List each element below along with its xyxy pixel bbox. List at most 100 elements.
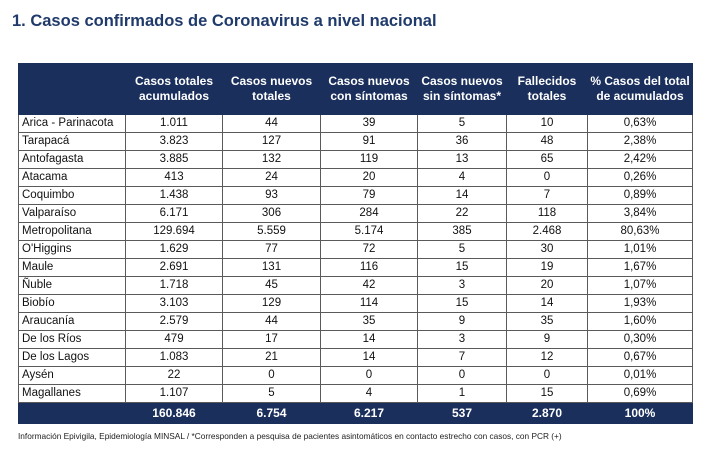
region-name-cell: Araucanía <box>18 312 126 331</box>
table-cell: 44 <box>222 312 321 331</box>
table-cell: 1.438 <box>125 186 223 205</box>
table-cell: 14 <box>417 186 507 205</box>
region-name-cell: O'Higgins <box>18 240 126 259</box>
cases-table: Casos totales acumulados Casos nuevos to… <box>18 63 693 424</box>
table-row: Araucanía 2.579 44 35 9 35 1,60% <box>18 312 693 331</box>
column-header-deaths: Fallecidos totales <box>506 63 588 115</box>
totals-cell: 6.754 <box>222 402 321 424</box>
table-cell: 91 <box>320 132 418 151</box>
region-name-cell: Arica - Parinacota <box>18 114 126 133</box>
table-cell: 2.468 <box>506 222 588 241</box>
table-cell: 0 <box>320 366 418 385</box>
column-header-total-accumulated: Casos totales acumulados <box>125 63 223 115</box>
region-name-cell: Aysén <box>18 366 126 385</box>
table-cell: 5 <box>417 114 507 133</box>
table-cell: 65 <box>506 150 588 169</box>
table-cell: 4 <box>417 168 507 187</box>
region-name-cell: De los Ríos <box>18 330 126 349</box>
table-row: O'Higgins 1.629 77 72 5 30 1,01% <box>18 240 693 259</box>
page-title: 1. Casos confirmados de Coronavirus a ni… <box>12 12 437 30</box>
table-cell: 20 <box>320 168 418 187</box>
totals-cell: 6.217 <box>320 402 418 424</box>
table-cell: 114 <box>320 294 418 313</box>
table-cell: 24 <box>222 168 321 187</box>
region-name-cell: Magallanes <box>18 384 126 403</box>
table-cell: 3.823 <box>125 132 223 151</box>
table-cell: 1.011 <box>125 114 223 133</box>
column-header-new-asymptomatic: Casos nuevos sin síntomas* <box>417 63 507 115</box>
table-cell: 2,38% <box>587 132 693 151</box>
table-cell: 3.103 <box>125 294 223 313</box>
table-cell: 39 <box>320 114 418 133</box>
table-cell: 413 <box>125 168 223 187</box>
table-cell: 9 <box>417 312 507 331</box>
table-cell: 1.083 <box>125 348 223 367</box>
table-cell: 15 <box>417 294 507 313</box>
table-cell: 0 <box>417 366 507 385</box>
totals-cell: 537 <box>417 402 507 424</box>
table-cell: 22 <box>125 366 223 385</box>
table-cell: 131 <box>222 258 321 277</box>
table-row: Magallanes 1.107 5 4 1 15 0,69% <box>18 384 693 403</box>
source-footnote: Información Epivigila, Epidemiología MIN… <box>18 431 562 441</box>
table-cell: 77 <box>222 240 321 259</box>
table-cell: 129 <box>222 294 321 313</box>
table-cell: 0,63% <box>587 114 693 133</box>
table-row: Arica - Parinacota 1.011 44 39 5 10 0,63% <box>18 114 693 133</box>
table-row: Maule 2.691 131 116 15 19 1,67% <box>18 258 693 277</box>
table-cell: 21 <box>222 348 321 367</box>
table-row: Ñuble 1.718 45 42 3 20 1,07% <box>18 276 693 295</box>
column-header-percent-of-total: % Casos del total de acumulados <box>587 63 693 115</box>
table-cell: 2.691 <box>125 258 223 277</box>
region-name-cell: Metropolitana <box>18 222 126 241</box>
region-name-cell: Coquimbo <box>18 186 126 205</box>
table-cell: 5.559 <box>222 222 321 241</box>
table-cell: 5.174 <box>320 222 418 241</box>
table-cell: 1.718 <box>125 276 223 295</box>
table-cell: 0 <box>222 366 321 385</box>
region-name-cell: Maule <box>18 258 126 277</box>
table-cell: 6.171 <box>125 204 223 223</box>
table-cell: 72 <box>320 240 418 259</box>
region-name-cell: De los Lagos <box>18 348 126 367</box>
table-cell: 0 <box>506 366 588 385</box>
table-cell: 17 <box>222 330 321 349</box>
table-cell: 9 <box>506 330 588 349</box>
table-cell: 80,63% <box>587 222 693 241</box>
cases-table-container: Casos totales acumulados Casos nuevos to… <box>18 63 693 424</box>
table-row: Metropolitana 129.694 5.559 5.174 385 2.468 80… <box>18 222 693 241</box>
region-name-cell: Atacama <box>18 168 126 187</box>
table-cell: 7 <box>506 186 588 205</box>
region-name-cell: Antofagasta <box>18 150 126 169</box>
region-name-cell: Ñuble <box>18 276 126 295</box>
table-cell: 0,01% <box>587 366 693 385</box>
table-cell: 5 <box>417 240 507 259</box>
table-cell: 13 <box>417 150 507 169</box>
region-name-cell: Valparaíso <box>18 204 126 223</box>
table-cell: 0,30% <box>587 330 693 349</box>
table-cell: 2,42% <box>587 150 693 169</box>
region-name-cell: Biobío <box>18 294 126 313</box>
table-cell: 1,67% <box>587 258 693 277</box>
table-cell: 35 <box>506 312 588 331</box>
column-header-region <box>18 63 126 115</box>
table-body: Arica - Parinacota 1.011 44 39 5 10 0,63% Tarap… <box>18 114 693 403</box>
table-cell: 14 <box>320 348 418 367</box>
table-row: Atacama 413 24 20 4 0 0,26% <box>18 168 693 187</box>
table-cell: 3 <box>417 330 507 349</box>
table-cell: 0 <box>506 168 588 187</box>
table-cell: 5 <box>222 384 321 403</box>
table-cell: 42 <box>320 276 418 295</box>
table-cell: 3.885 <box>125 150 223 169</box>
table-row: Aysén 22 0 0 0 0 0,01% <box>18 366 693 385</box>
totals-cell: 2.870 <box>506 402 588 424</box>
table-header-row: Casos totales acumulados Casos nuevos to… <box>18 63 693 115</box>
table-cell: 22 <box>417 204 507 223</box>
table-cell: 79 <box>320 186 418 205</box>
table-cell: 479 <box>125 330 223 349</box>
table-cell: 2.579 <box>125 312 223 331</box>
totals-row: 160.846 6.754 6.217 537 2.870 100% <box>18 402 693 424</box>
table-cell: 30 <box>506 240 588 259</box>
table-cell: 129.694 <box>125 222 223 241</box>
table-cell: 48 <box>506 132 588 151</box>
